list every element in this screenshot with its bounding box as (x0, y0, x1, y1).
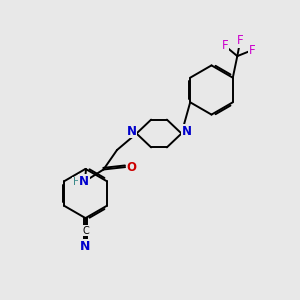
Text: O: O (126, 160, 136, 174)
Text: F: F (237, 34, 244, 47)
Text: N: N (182, 124, 192, 138)
Text: N: N (80, 240, 91, 253)
Text: N: N (126, 124, 136, 138)
Text: N: N (79, 175, 89, 188)
Text: H: H (73, 177, 80, 188)
Text: C: C (82, 226, 89, 236)
Text: F: F (221, 39, 228, 52)
Text: F: F (249, 44, 256, 57)
